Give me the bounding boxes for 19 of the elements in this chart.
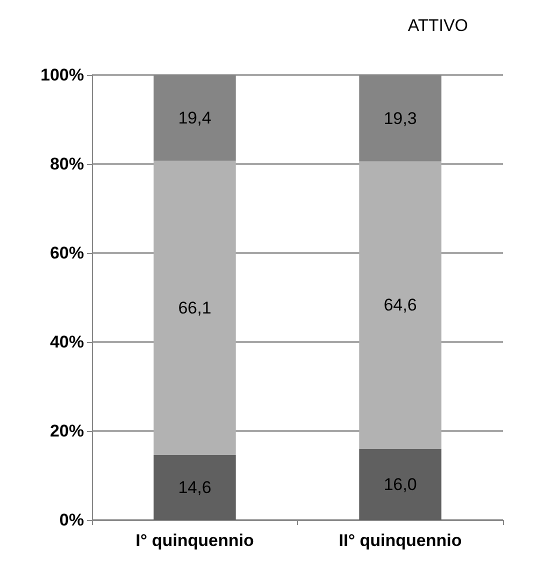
bar — [154, 160, 236, 456]
chart-title: ATTIVO — [408, 16, 468, 35]
y-tick-label: 100% — [40, 66, 84, 84]
bar — [359, 448, 442, 520]
y-tick-label: 80% — [50, 154, 84, 174]
y-tick-label: 60% — [50, 244, 84, 262]
data-label: 14,6 — [178, 478, 212, 498]
y-tick-label: 40% — [50, 332, 84, 352]
data-label: 19,3 — [384, 108, 417, 128]
y-tick-label: 20% — [50, 422, 84, 440]
x-tick-label: I° quinquennio — [136, 531, 254, 550]
data-label: 16,0 — [384, 474, 417, 494]
bar — [154, 455, 236, 520]
data-label: 64,6 — [384, 296, 417, 315]
data-label: 66,1 — [178, 298, 212, 318]
x-tick-label: II° quinquennio — [338, 531, 462, 550]
data-label: 19,4 — [178, 108, 212, 128]
y-tick-label: 0% — [59, 510, 84, 530]
bar — [359, 161, 442, 449]
